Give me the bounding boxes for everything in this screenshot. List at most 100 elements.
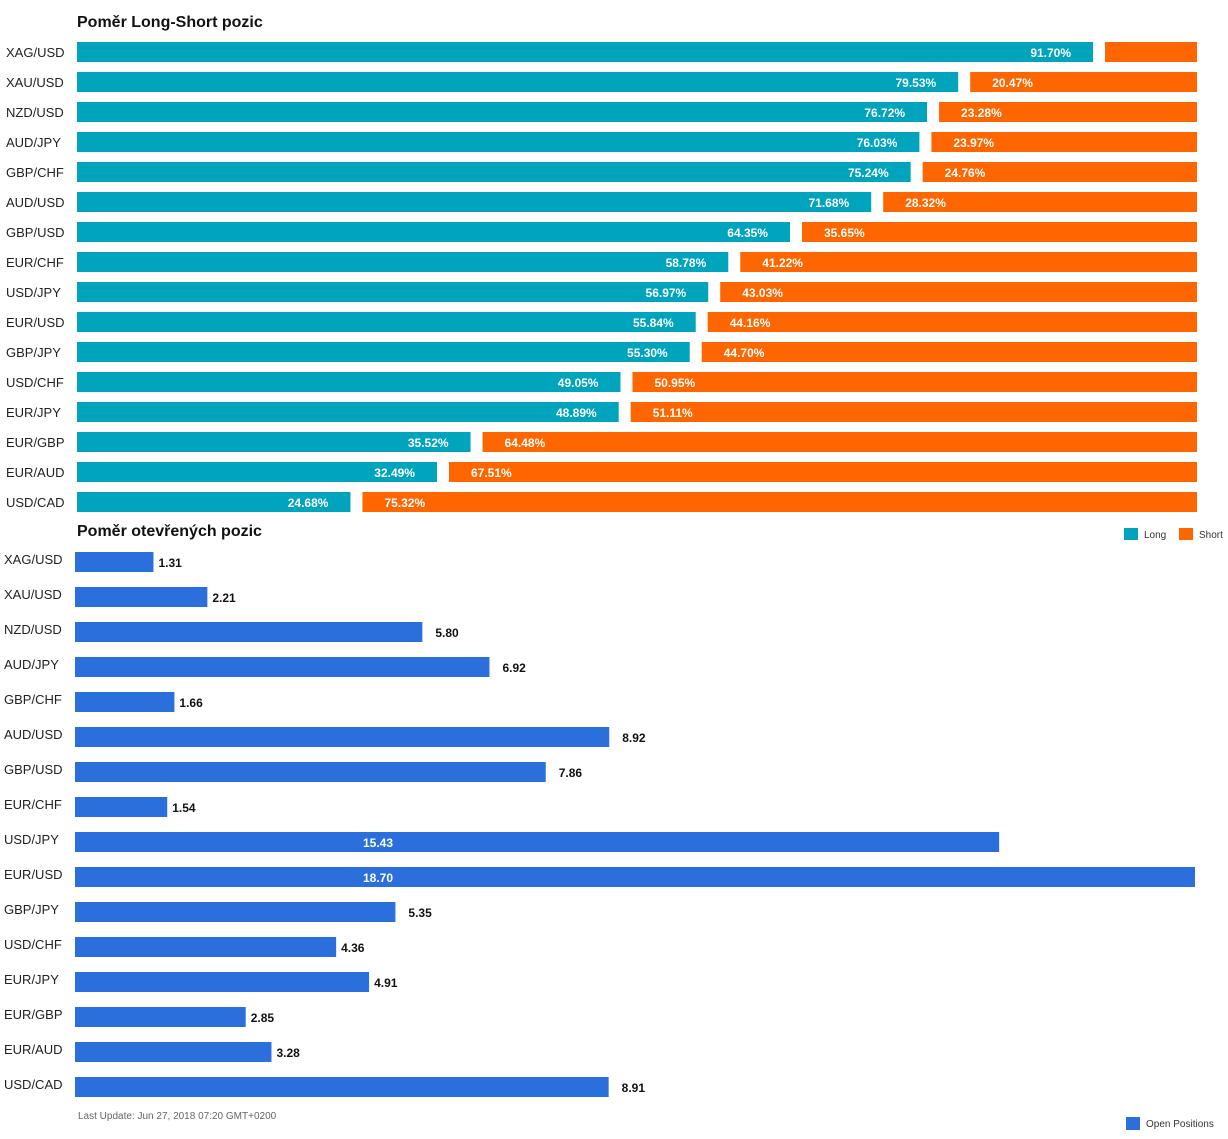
category-label-eur-usd: EUR/USD — [4, 867, 63, 882]
short-bar-eur-aud — [448, 462, 1197, 482]
value-label-aud-usd: 8.92 — [622, 731, 646, 745]
open-positions-bar-gbp-chf — [75, 692, 175, 712]
category-label-usd-cad: USD/CAD — [6, 495, 65, 510]
category-label-nzd-usd: NZD/USD — [4, 622, 62, 637]
long-value-label-gbp-usd: 64.35% — [727, 226, 768, 240]
short-value-label-gbp-jpy: 44.70% — [724, 346, 765, 360]
category-label-gbp-chf: GBP/CHF — [6, 165, 64, 180]
open-positions-bar-gbp-jpy — [75, 902, 396, 922]
open-positions-bar-eur-jpy — [75, 972, 370, 992]
short-value-label-usd-cad: 75.32% — [384, 496, 425, 510]
open-positions-bar-xau-usd — [75, 587, 208, 607]
category-label-xag-usd: XAG/USD — [6, 45, 65, 60]
open-positions-bar-nzd-usd — [75, 622, 423, 642]
value-label-eur-aud: 3.28 — [276, 1046, 300, 1060]
open-positions-bar-eur-usd — [75, 867, 1195, 887]
short-value-label-gbp-chf: 24.76% — [945, 166, 986, 180]
category-label-eur-gbp: EUR/GBP — [4, 1007, 63, 1022]
long-value-label-aud-usd: 71.68% — [809, 196, 850, 210]
long-bar-xau-usd — [77, 72, 959, 92]
legend-label-long: Long — [1144, 530, 1166, 541]
short-value-label-xau-usd: 20.47% — [992, 76, 1033, 90]
category-label-eur-aud: EUR/AUD — [4, 1042, 63, 1057]
last-update-text: Last Update: Jun 27, 2018 07:20 GMT+0200 — [78, 1111, 277, 1122]
short-bar-eur-usd — [707, 312, 1197, 332]
short-bar-usd-cad — [362, 492, 1197, 512]
category-label-gbp-usd: GBP/USD — [6, 225, 65, 240]
category-label-eur-chf: EUR/CHF — [6, 255, 64, 270]
long-bar-gbp-usd — [77, 222, 790, 242]
short-value-label-aud-usd: 28.32% — [905, 196, 946, 210]
short-bar-aud-jpy — [931, 132, 1197, 152]
category-label-usd-chf: USD/CHF — [4, 937, 62, 952]
long-value-label-usd-cad: 24.68% — [288, 496, 329, 510]
long-bar-usd-chf — [77, 372, 621, 392]
open-positions-bar-usd-jpy — [75, 832, 1000, 852]
long-value-label-eur-gbp: 35.52% — [408, 436, 449, 450]
long-bar-xag-usd — [77, 42, 1094, 62]
category-label-nzd-usd: NZD/USD — [6, 105, 64, 120]
value-label-usd-jpy: 15.43 — [363, 836, 393, 850]
category-label-aud-usd: AUD/USD — [6, 195, 65, 210]
long-value-label-gbp-jpy: 55.30% — [627, 346, 668, 360]
category-label-eur-chf: EUR/CHF — [4, 797, 62, 812]
short-value-label-eur-jpy: 51.11% — [653, 406, 693, 420]
short-value-label-nzd-usd: 23.28% — [961, 106, 1002, 120]
open-positions-bar-eur-gbp — [75, 1007, 246, 1027]
short-bar-gbp-usd — [801, 222, 1197, 242]
long-bar-gbp-jpy — [77, 342, 690, 362]
open-positions-bar-aud-jpy — [75, 657, 490, 677]
open-positions-bar-eur-aud — [75, 1042, 272, 1062]
long-value-label-usd-jpy: 56.97% — [646, 286, 687, 300]
value-label-gbp-chf: 1.66 — [179, 696, 203, 710]
long-bar-eur-jpy — [77, 402, 619, 422]
long-short-chart: XAG/USD 91.70% XAU/USD 79.53% 20.47% NZD/USD 7… — [6, 42, 1223, 541]
open-positions-title: Poměr otevřených pozic — [77, 523, 262, 540]
value-label-gbp-jpy: 5.35 — [408, 906, 432, 920]
legend-label-short: Short — [1199, 530, 1223, 541]
open-positions-bar-usd-chf — [75, 937, 337, 957]
short-bar-nzd-usd — [939, 102, 1197, 122]
long-bar-gbp-chf — [77, 162, 911, 182]
category-label-aud-jpy: AUD/JPY — [6, 135, 61, 150]
legend-swatch-short — [1179, 528, 1193, 540]
category-label-usd-jpy: USD/JPY — [4, 832, 59, 847]
short-value-label-gbp-usd: 35.65% — [824, 226, 865, 240]
long-bar-eur-aud — [77, 462, 437, 482]
long-value-label-usd-chf: 49.05% — [558, 376, 599, 390]
long-bar-nzd-usd — [77, 102, 928, 122]
short-bar-eur-jpy — [630, 402, 1197, 422]
category-label-eur-jpy: EUR/JPY — [6, 405, 61, 420]
category-label-eur-jpy: EUR/JPY — [4, 972, 59, 987]
category-label-aud-usd: AUD/USD — [4, 727, 63, 742]
category-label-usd-cad: USD/CAD — [4, 1077, 63, 1092]
category-label-eur-gbp: EUR/GBP — [6, 435, 65, 450]
short-value-label-eur-usd: 44.16% — [730, 316, 771, 330]
category-label-gbp-usd: GBP/USD — [4, 762, 63, 777]
short-bar-gbp-jpy — [701, 342, 1197, 362]
category-label-eur-aud: EUR/AUD — [6, 465, 65, 480]
long-short-title: Poměr Long-Short pozic — [77, 14, 263, 31]
short-bar-aud-usd — [883, 192, 1197, 212]
long-bar-eur-gbp — [77, 432, 471, 452]
category-label-aud-jpy: AUD/JPY — [4, 657, 59, 672]
open-positions-bar-gbp-usd — [75, 762, 546, 782]
long-bar-usd-jpy — [77, 282, 709, 302]
legend-label-open-positions: Open Positions — [1146, 1119, 1214, 1130]
open-positions-bar-aud-usd — [75, 727, 610, 747]
value-label-aud-jpy: 6.92 — [502, 661, 526, 675]
long-bar-eur-usd — [77, 312, 696, 332]
short-value-label-aud-jpy: 23.97% — [953, 136, 994, 150]
value-label-xag-usd: 1.31 — [158, 556, 182, 570]
long-value-label-xau-usd: 79.53% — [895, 76, 936, 90]
open-positions-bar-xag-usd — [75, 552, 154, 572]
short-value-label-eur-gbp: 64.48% — [505, 436, 546, 450]
long-value-label-eur-aud: 32.49% — [374, 466, 415, 480]
short-bar-xau-usd — [970, 72, 1197, 92]
category-label-usd-chf: USD/CHF — [6, 375, 64, 390]
category-label-xau-usd: XAU/USD — [4, 587, 62, 602]
category-label-gbp-jpy: GBP/JPY — [4, 902, 59, 917]
open-positions-bar-eur-chf — [75, 797, 168, 817]
category-label-gbp-chf: GBP/CHF — [4, 692, 62, 707]
long-value-label-eur-chf: 58.78% — [666, 256, 707, 270]
